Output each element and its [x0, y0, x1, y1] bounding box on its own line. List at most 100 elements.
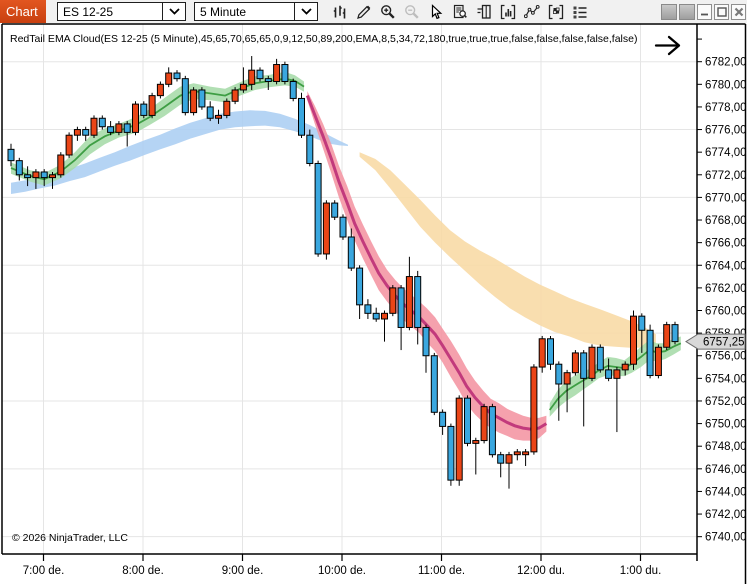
- indicators-icon[interactable]: [499, 3, 516, 20]
- price-tick-label: 6746,00: [705, 464, 747, 476]
- maximize-button[interactable]: [714, 3, 729, 20]
- candle-down: [580, 352, 588, 379]
- candle-up: [73, 129, 81, 136]
- zoom-in-icon[interactable]: [379, 3, 396, 20]
- candle-down: [123, 123, 131, 133]
- close-button[interactable]: [731, 3, 746, 20]
- chart-style-icon[interactable]: [331, 3, 348, 20]
- candle-up: [273, 64, 281, 82]
- price-tick-label: 6770,00: [705, 192, 747, 204]
- candle-down: [331, 202, 339, 218]
- current-price-marker: 6757,25: [685, 333, 746, 350]
- zoom-out-icon[interactable]: [403, 3, 420, 20]
- time-tick-label: 11:00 de.: [418, 565, 465, 577]
- candle-down: [464, 397, 471, 444]
- candle-down: [414, 276, 422, 328]
- time-tick-label: 12:00 du.: [517, 565, 565, 577]
- strategies-icon[interactable]: [547, 3, 564, 20]
- time-axis[interactable]: 7:00 de. 8:00 de. 9:00 de. 10:00 de. 11:00 d…: [23, 554, 662, 577]
- candle-up: [588, 346, 596, 379]
- drawing-objects-icon[interactable]: [523, 3, 540, 20]
- chart-trader-icon[interactable]: [475, 3, 492, 20]
- price-tick-label: 6776,00: [705, 125, 747, 137]
- candle-up: [455, 397, 463, 481]
- candle-up: [132, 103, 139, 133]
- drawing-tools-icon[interactable]: [355, 3, 372, 20]
- candle-up: [248, 69, 256, 85]
- interval-selector-value: 5 Minute: [200, 4, 247, 19]
- data-box-icon[interactable]: [451, 3, 468, 20]
- candle-up: [571, 352, 579, 374]
- candle-down: [140, 103, 148, 116]
- candle-down: [547, 338, 554, 365]
- candle-up: [57, 154, 65, 176]
- candle-down: [298, 97, 305, 136]
- fast-ema-cloud-bullish-early: [11, 71, 304, 186]
- candle-down: [671, 324, 679, 343]
- price-tick-label: 6754,00: [705, 373, 747, 385]
- candle-up: [480, 406, 488, 442]
- candle-up: [148, 95, 156, 116]
- candle-up: [223, 100, 231, 116]
- price-tick-label: 6752,00: [705, 396, 747, 408]
- price-tick-label: 6764,00: [705, 260, 747, 272]
- candle-down: [422, 326, 430, 357]
- candle-up: [165, 72, 173, 85]
- candle-down: [447, 425, 455, 481]
- candle-down: [82, 129, 90, 136]
- candle-up: [513, 451, 521, 456]
- candle-up: [115, 123, 123, 133]
- instrument-link-button[interactable]: [661, 3, 677, 20]
- candle-up: [472, 440, 480, 444]
- minimize-button[interactable]: [697, 3, 712, 20]
- window-buttons: [661, 2, 746, 21]
- interval-selector[interactable]: 5 Minute: [194, 2, 318, 21]
- candle-up: [505, 454, 513, 464]
- price-tick-label: 6756,00: [705, 351, 747, 363]
- chevron-down-icon[interactable]: [162, 3, 185, 20]
- candle-down: [339, 216, 347, 238]
- candle-down: [281, 64, 289, 82]
- price-tick-label: 6760,00: [705, 305, 747, 317]
- chevron-down-icon[interactable]: [294, 3, 317, 20]
- candle-up: [239, 83, 247, 91]
- candle-down: [256, 69, 264, 80]
- candle-down: [98, 117, 106, 128]
- time-tick-label: 9:00 de.: [222, 565, 264, 577]
- toolbar-tools: [331, 2, 588, 21]
- candle-down: [40, 171, 48, 179]
- price-tick-label: 6740,00: [705, 532, 747, 544]
- current-price-label: 6757,25: [703, 337, 745, 349]
- go-to-end-arrow-icon[interactable]: [654, 35, 681, 56]
- slow-ema-cloud-bearish: [359, 152, 656, 348]
- instrument-selector[interactable]: ES 12-25: [57, 2, 186, 21]
- candle-down: [15, 160, 23, 176]
- candle-down: [181, 78, 189, 114]
- time-tick-label: 10:00 de.: [318, 565, 366, 577]
- candle-up: [563, 372, 571, 385]
- properties-icon[interactable]: [571, 3, 588, 20]
- price-tick-label: 6780,00: [705, 79, 747, 91]
- chart-menu-tab[interactable]: Chart: [0, 0, 46, 23]
- candle-down: [488, 406, 496, 456]
- price-tick-label: 6778,00: [705, 102, 747, 114]
- candle-up: [231, 89, 239, 102]
- candle-up: [530, 366, 538, 453]
- interval-link-button[interactable]: [679, 3, 695, 20]
- candle-up: [156, 83, 164, 97]
- candle-down: [555, 363, 563, 385]
- cursor-icon[interactable]: [427, 3, 444, 20]
- candle-down: [306, 134, 314, 164]
- slow-ema-cloud-bullish: [11, 110, 348, 194]
- candle-up: [663, 324, 671, 348]
- candle-up: [621, 363, 629, 371]
- candle-down: [198, 89, 206, 108]
- candle-up: [65, 134, 73, 156]
- candles-layer: [7, 56, 679, 489]
- candle-up: [49, 174, 56, 179]
- candle-up: [654, 346, 662, 377]
- candle-up: [630, 315, 637, 365]
- gridlines-layer: [2, 24, 697, 554]
- price-axis[interactable]: 6782,00 6780,00 6778,00 6776,00 6774,00 6772,…: [697, 38, 747, 544]
- chart-panel[interactable]: 6782,00 6780,00 6778,00 6776,00 6774,00 6772,…: [0, 22, 747, 584]
